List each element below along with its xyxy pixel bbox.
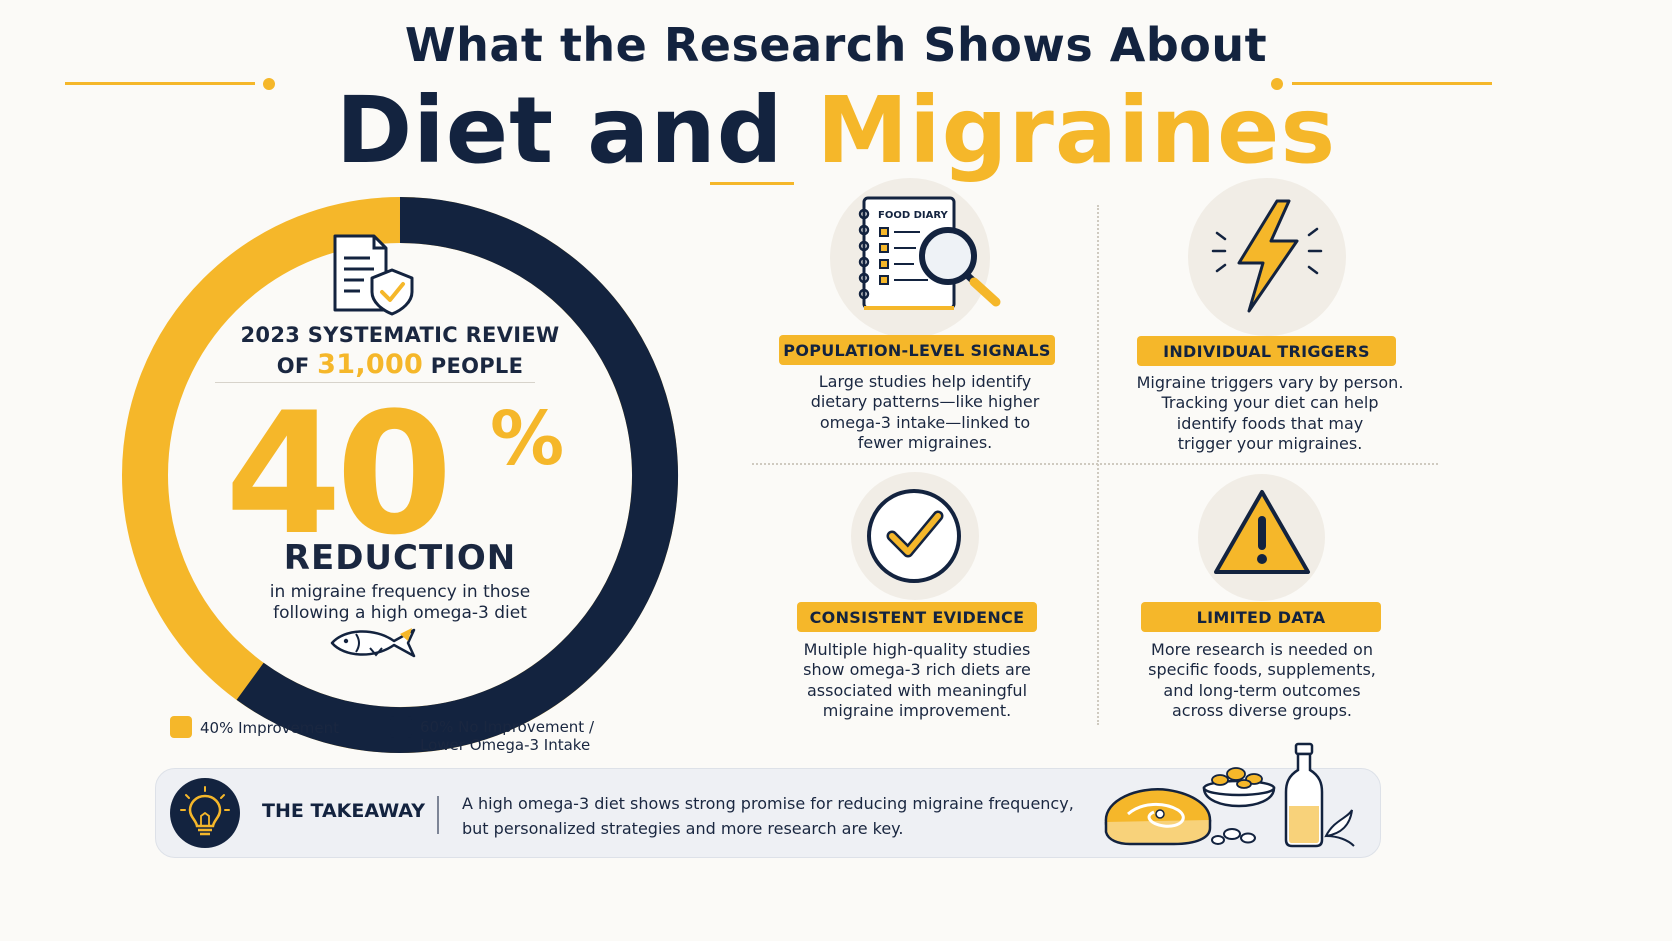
takeaway-separator xyxy=(437,796,439,834)
review-line-2-post: PEOPLE xyxy=(423,354,524,378)
review-number: 31,000 xyxy=(317,349,424,380)
lightning-bolt-icon xyxy=(1211,199,1323,313)
document-shield-icon xyxy=(333,234,414,316)
takeaway-label: THE TAKEAWAY xyxy=(262,800,425,822)
big-percentage: 40 % xyxy=(225,390,575,558)
takeaway-text: A high omega-3 diet shows strong promise… xyxy=(462,792,1074,842)
review-line-1: 2023 SYSTEMATIC REVIEW xyxy=(240,323,560,347)
food-diary-label: FOOD DIARY xyxy=(878,210,949,221)
cards-divider-vertical xyxy=(1097,205,1099,725)
reduction-label: REDUCTION xyxy=(283,538,517,578)
card2-line-1: Migraine triggers vary by person. xyxy=(1136,373,1404,392)
legend-label-improvement: 40% Improvement xyxy=(200,719,340,737)
card2-line-4: trigger your migraines. xyxy=(1177,433,1363,453)
review-heading: 2023 SYSTEMATIC REVIEW OF 31,000 PEOPLE xyxy=(190,323,610,380)
card1-text: Large studies help identify dietary patt… xyxy=(760,372,1090,453)
lightbulb-icon xyxy=(180,786,230,836)
review-line-2-pre: OF xyxy=(276,354,318,378)
warning-triangle-icon xyxy=(1214,490,1310,574)
card3-text: Multiple high-quality studies show omega… xyxy=(752,640,1082,721)
header-underline xyxy=(710,182,794,185)
takeaway-line-2: but personalized strategies and more res… xyxy=(462,818,904,838)
card4-line-1: More research is needed on xyxy=(1151,640,1373,659)
card3-line-1: Multiple high-quality studies xyxy=(803,640,1031,659)
card4-line-4: across diverse groups. xyxy=(1171,700,1353,720)
reduction-desc-1: in migraine frequency in those xyxy=(269,582,531,602)
title-main-text: Diet and xyxy=(335,77,784,184)
ring-divider xyxy=(215,382,535,383)
reduction-block: REDUCTION in migraine frequency in those… xyxy=(190,538,610,625)
legend-swatch-no-improvement xyxy=(390,716,412,738)
header-left-dot xyxy=(263,78,275,90)
salmon-nuts-oil-icon xyxy=(1104,742,1355,848)
card3-line-3: associated with meaningful xyxy=(806,680,1028,700)
legend-swatch-improvement xyxy=(170,716,192,738)
card4-text: More research is needed on specific food… xyxy=(1097,640,1427,721)
fish-icon xyxy=(330,628,416,658)
legend-label-no-improvement: 60% No Improvement / Lower Omega-3 Intak… xyxy=(420,718,594,754)
card1-line-4: fewer migraines. xyxy=(857,432,993,452)
card3-badge: CONSISTENT EVIDENCE xyxy=(797,602,1037,632)
big-number: 40 xyxy=(225,376,453,572)
card1-line-1: Large studies help identify xyxy=(818,372,1032,391)
card3-line-4: migraine improvement. xyxy=(822,700,1012,720)
card4-line-2: specific foods, supplements, xyxy=(1148,660,1376,680)
header-right-line xyxy=(1292,82,1492,85)
page-title: Diet and Migraines xyxy=(0,78,1672,184)
card4-line-3: and long-term outcomes xyxy=(1163,680,1361,700)
takeaway-line-1: A high omega-3 diet shows strong promise… xyxy=(462,794,1074,813)
title-top: What the Research Shows About xyxy=(404,18,1268,72)
card4-badge: LIMITED DATA xyxy=(1141,602,1381,632)
cards-divider-horizontal xyxy=(752,463,1438,465)
card1-line-2: dietary patterns—like higher xyxy=(810,392,1040,412)
reduction-desc-2: following a high omega-3 diet xyxy=(273,603,527,624)
card2-line-2: Tracking your diet can help xyxy=(1161,393,1379,413)
food-diary-magnifier-icon: FOOD DIARY xyxy=(858,196,1001,310)
card1-line-3: omega-3 intake—linked to xyxy=(819,412,1031,432)
title-accent-text: Migraines xyxy=(816,77,1337,184)
review-line-2: OF 31,000 PEOPLE xyxy=(190,349,610,380)
card2-badge: INDIVIDUAL TRIGGERS xyxy=(1137,336,1396,366)
card2-line-3: identify foods that may xyxy=(1176,413,1364,433)
card1-badge: POPULATION-LEVEL SIGNALS xyxy=(779,335,1055,365)
checkmark-circle-icon xyxy=(867,489,961,583)
big-percent-sign: % xyxy=(490,396,565,482)
legend-label-no-improvement-2: Lower Omega-3 Intake xyxy=(420,736,591,754)
header-left-line xyxy=(65,82,255,85)
header-right-dot xyxy=(1271,78,1283,90)
legend-label-no-improvement-1: 60% No Improvement / xyxy=(420,718,595,736)
card2-text: Migraine triggers vary by person. Tracki… xyxy=(1105,373,1435,454)
card3-line-2: show omega-3 rich diets are xyxy=(803,660,1031,680)
